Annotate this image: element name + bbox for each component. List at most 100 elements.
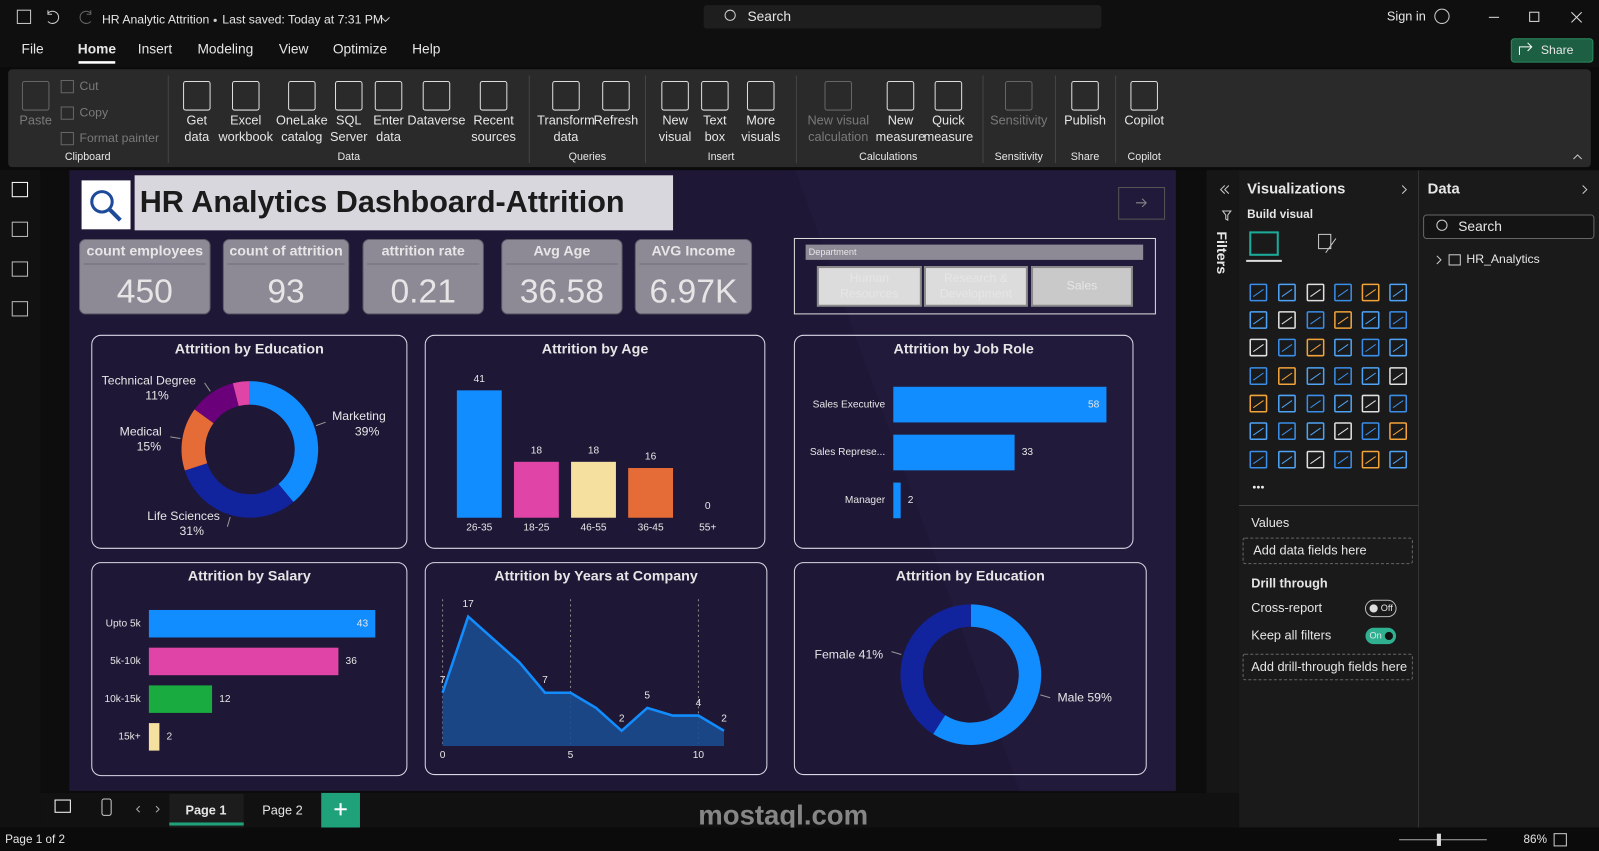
visual-type-icon[interactable] xyxy=(1334,450,1352,469)
ribbon-icon[interactable] xyxy=(288,81,316,111)
visual-type-icon[interactable] xyxy=(1249,283,1268,302)
ribbon-button[interactable]: workbook xyxy=(217,129,273,144)
visual-type-icon[interactable] xyxy=(1389,450,1408,469)
drill-well[interactable] xyxy=(1242,653,1413,681)
ribbon-button[interactable]: catalog xyxy=(281,129,322,144)
ribbon-button[interactable]: Dataverse xyxy=(407,113,465,128)
ribbon-button[interactable]: New xyxy=(888,113,914,128)
toggle-on[interactable] xyxy=(1365,627,1397,645)
visual-type-icon[interactable] xyxy=(1361,450,1380,469)
slicer-item-label[interactable]: Human Resources xyxy=(840,271,898,300)
ribbon-icon[interactable] xyxy=(334,81,363,111)
pane-expand[interactable] xyxy=(1582,185,1588,195)
collapse-ribbon[interactable] xyxy=(1573,154,1583,160)
menu-item[interactable]: Optimize xyxy=(333,42,388,57)
visual-type-icon[interactable] xyxy=(1249,394,1268,413)
more-dot[interactable] xyxy=(1261,485,1264,489)
toggle-off[interactable] xyxy=(1364,599,1397,618)
visual-type-icon[interactable] xyxy=(1278,450,1296,469)
visual-type-icon[interactable] xyxy=(1278,338,1296,357)
visual-type-icon[interactable] xyxy=(1389,394,1408,413)
undo-icon[interactable] xyxy=(47,10,60,24)
more-dot[interactable] xyxy=(1256,485,1260,489)
menu-item[interactable]: File xyxy=(22,42,45,57)
page-tab[interactable]: Page 1 xyxy=(185,803,226,818)
ribbon-icon[interactable] xyxy=(602,81,630,111)
ribbon-button[interactable]: data xyxy=(184,129,210,144)
visual-type-icon[interactable] xyxy=(1306,450,1325,469)
ribbon-button[interactable]: Copilot xyxy=(1124,113,1164,128)
ribbon-button[interactable]: data xyxy=(376,129,402,144)
search-box[interactable] xyxy=(703,5,1102,29)
build-icon[interactable] xyxy=(1249,231,1279,256)
ribbon-button[interactable]: More xyxy=(746,113,775,128)
visual-type-icon[interactable] xyxy=(1361,283,1380,302)
visual-type-icon[interactable] xyxy=(1389,422,1408,441)
visual-type-icon[interactable] xyxy=(1249,338,1268,357)
share-button[interactable] xyxy=(1510,38,1594,63)
ribbon-button[interactable]: data xyxy=(554,129,580,144)
ribbon-button[interactable]: Refresh xyxy=(594,113,639,128)
visual-type-icon[interactable] xyxy=(1249,422,1268,441)
menu-item[interactable]: Home xyxy=(78,42,117,57)
ribbon-button[interactable]: Get xyxy=(187,113,208,128)
more-dot[interactable] xyxy=(1252,485,1256,489)
sign-in[interactable]: Sign in xyxy=(1387,9,1426,24)
tree-chevron[interactable] xyxy=(1436,255,1442,265)
values-well[interactable] xyxy=(1242,537,1413,565)
slicer-item[interactable] xyxy=(1030,266,1133,307)
visual-type-icon[interactable] xyxy=(1249,450,1268,469)
ribbon-button[interactable]: Transform xyxy=(537,113,595,128)
avatar[interactable] xyxy=(1434,8,1450,24)
ribbon-button[interactable]: New xyxy=(662,113,688,128)
fit-page[interactable] xyxy=(1553,833,1567,847)
visual-type-icon[interactable] xyxy=(1306,394,1325,413)
ribbon-button[interactable]: sources xyxy=(471,129,516,144)
ribbon-button[interactable]: Quick xyxy=(932,113,965,128)
page-tab[interactable]: Page 2 xyxy=(262,803,302,818)
slicer-item[interactable] xyxy=(923,266,1028,307)
visual-type-icon[interactable] xyxy=(1334,367,1352,385)
visual-type-icon[interactable] xyxy=(1389,338,1408,357)
zoom-thumb[interactable] xyxy=(1436,833,1441,846)
slicer-item[interactable] xyxy=(816,266,922,307)
visual-type-icon[interactable] xyxy=(1361,311,1380,329)
visual-type-icon[interactable] xyxy=(1306,367,1325,385)
ribbon-button[interactable]: Enter xyxy=(373,113,404,128)
ribbon-icon[interactable] xyxy=(1130,81,1158,111)
filters-title[interactable]: Filters xyxy=(1213,231,1229,274)
ribbon-button[interactable]: Recent xyxy=(473,113,514,128)
ribbon-icon[interactable] xyxy=(886,81,915,111)
ribbon-icon[interactable] xyxy=(479,81,508,111)
view-icon[interactable] xyxy=(11,221,29,237)
ribbon-icon[interactable] xyxy=(231,81,260,111)
slicer-item-label[interactable]: Research & Development xyxy=(940,271,1013,300)
visual-type-icon[interactable] xyxy=(1389,283,1408,302)
menu-item[interactable]: Help xyxy=(412,42,441,57)
ribbon-icon[interactable] xyxy=(934,81,963,111)
ribbon-icon[interactable] xyxy=(1071,81,1099,111)
save-icon[interactable] xyxy=(16,9,32,24)
ribbon-icon[interactable] xyxy=(552,81,580,111)
visual-type-icon[interactable] xyxy=(1334,394,1352,413)
visual-type-icon[interactable] xyxy=(1389,311,1408,329)
ribbon-button[interactable]: Text xyxy=(703,113,727,128)
menu-item[interactable]: Insert xyxy=(138,42,173,57)
pane-expand[interactable] xyxy=(1401,185,1407,195)
view-icon[interactable] xyxy=(11,261,29,277)
ribbon-icon[interactable] xyxy=(661,81,689,111)
visual-type-icon[interactable] xyxy=(1389,367,1408,385)
ribbon-button[interactable]: Excel xyxy=(230,113,261,128)
ribbon-icon[interactable] xyxy=(701,81,729,111)
next-page[interactable] xyxy=(155,805,160,813)
ribbon-button[interactable]: measure xyxy=(876,129,926,144)
visual-type-icon[interactable] xyxy=(1278,367,1296,385)
visual-type-icon[interactable] xyxy=(1278,422,1296,441)
mobile-view[interactable] xyxy=(101,798,112,816)
close[interactable] xyxy=(1571,11,1583,23)
ribbon-icon[interactable] xyxy=(183,81,211,111)
visual-type-icon[interactable] xyxy=(1306,422,1325,441)
visual-type-icon[interactable] xyxy=(1249,367,1268,385)
visual-type-icon[interactable] xyxy=(1249,311,1268,329)
visual-type-icon[interactable] xyxy=(1334,311,1352,329)
